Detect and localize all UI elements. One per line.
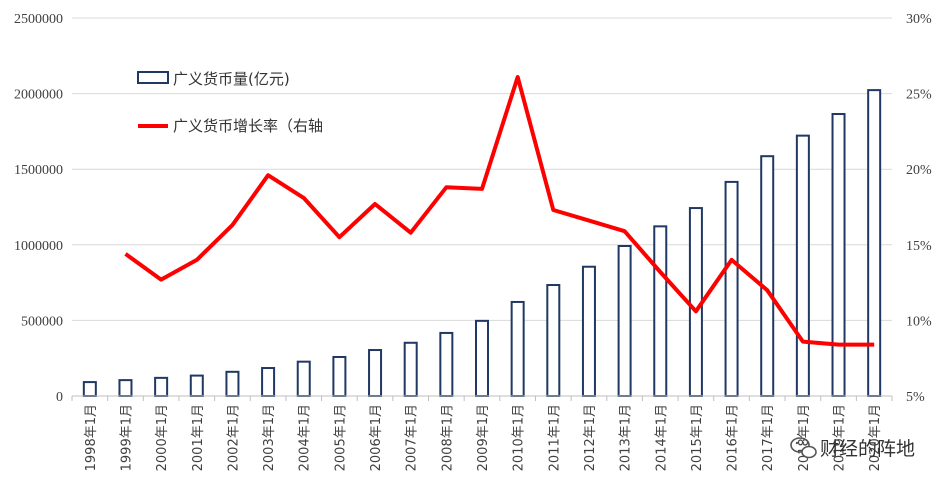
bar — [332, 355, 347, 397]
legend-bar-swatch — [137, 71, 169, 84]
y-left-tick-label: 2000000 — [14, 88, 63, 103]
bar — [546, 284, 561, 397]
bar — [724, 180, 739, 397]
legend: 广义货币量(亿元) 广义货币增长率（右轴 — [137, 70, 323, 135]
bar — [653, 225, 668, 397]
bar — [581, 265, 596, 397]
growth-rate-line — [124, 75, 875, 347]
x-tick-label: 2012年1月 — [583, 404, 598, 471]
bar — [795, 134, 810, 397]
bar — [82, 381, 97, 397]
x-tick-label: 2014年1月 — [654, 404, 669, 471]
x-tick-label: 2017年1月 — [761, 404, 776, 471]
x-tick-label: 2004年1月 — [298, 404, 313, 471]
x-tick-label: 2003年1月 — [262, 404, 277, 471]
wechat-icon — [790, 437, 817, 459]
x-tick-label: 2016年1月 — [726, 404, 741, 471]
bar — [118, 379, 133, 397]
x-tick-label: 1998年1月 — [84, 404, 99, 471]
legend-line-label: 广义货币增长率（右轴 — [173, 117, 323, 135]
bar — [867, 89, 882, 397]
y-right-tick-label: 10% — [906, 314, 932, 329]
bar — [475, 319, 489, 398]
y-right-tick-label: 20% — [906, 163, 932, 178]
bar — [189, 374, 204, 398]
x-tick-label: 2000年1月 — [155, 404, 170, 471]
x-tick-label: 2011年1月 — [547, 404, 562, 471]
x-tick-label: 2005年1月 — [333, 404, 348, 471]
x-tick-label: 2002年1月 — [226, 404, 241, 471]
y-axis-left: 0 500000 1000000 1500000 2000000 2500000 — [14, 12, 63, 405]
x-tick-label: 1999年1月 — [119, 404, 134, 471]
y-left-tick-label: 1500000 — [14, 163, 63, 178]
watermark: 财经的阵地 — [790, 437, 915, 460]
x-tick-label: 2020年1月 — [868, 404, 883, 471]
bar — [510, 300, 525, 398]
gridlines — [72, 17, 892, 321]
watermark-text: 财经的阵地 — [820, 438, 915, 460]
bar — [261, 367, 276, 398]
x-tick-label: 2001年1月 — [191, 404, 206, 471]
x-tick-label: 2015年1月 — [690, 404, 705, 471]
bar — [617, 245, 632, 397]
x-tick-label: 2008年1月 — [440, 404, 455, 471]
bar — [439, 331, 454, 397]
line-series — [124, 75, 875, 347]
bar — [368, 349, 383, 397]
y-left-tick-label: 2500000 — [14, 12, 63, 27]
y-right-tick-label: 5% — [906, 390, 925, 405]
legend-bar-label: 广义货币量(亿元) — [173, 70, 290, 88]
bar — [760, 155, 775, 397]
y-right-tick-label: 15% — [906, 239, 932, 254]
x-tick-label: 2010年1月 — [512, 404, 527, 471]
y-left-tick-label: 1000000 — [14, 239, 63, 254]
y-axis-right: 5% 10% 15% 20% 25% 30% — [906, 12, 932, 405]
bar — [296, 360, 311, 398]
bar — [403, 341, 418, 397]
y-left-tick-label: 0 — [56, 390, 63, 405]
x-tick-label: 2009年1月 — [476, 404, 491, 471]
x-tick-label: 2006年1月 — [369, 404, 384, 471]
x-tick-label: 2013年1月 — [619, 404, 634, 471]
bar — [831, 113, 846, 398]
y-right-tick-label: 25% — [906, 88, 932, 103]
bar — [154, 376, 169, 397]
bar-series — [82, 89, 882, 398]
x-tick-label: 2019年1月 — [833, 404, 848, 471]
y-left-tick-label: 500000 — [21, 314, 63, 329]
x-tick-label: 2007年1月 — [405, 404, 420, 471]
bar — [225, 370, 240, 398]
x-axis: 1998年1月 1999年1月 2000年1月 2001年1月 2002年1月 2003年… — [71, 395, 893, 471]
y-right-tick-label: 30% — [906, 12, 932, 27]
